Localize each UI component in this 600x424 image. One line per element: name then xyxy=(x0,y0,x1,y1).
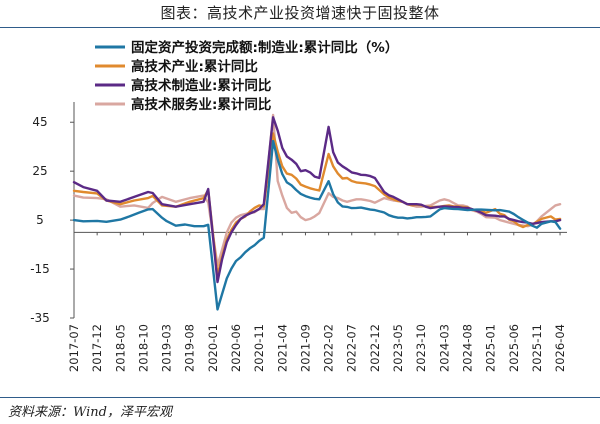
footer-divider xyxy=(0,397,600,398)
legend-label-1: 固定资产投资完成额:制造业:累计同比（%） xyxy=(131,39,398,56)
x-tick-label: 2022-02 xyxy=(322,324,336,372)
x-tick-label: 2020-06 xyxy=(229,324,243,372)
y-tick-label: -15 xyxy=(30,262,50,276)
x-tick-label: 2025-06 xyxy=(507,324,521,372)
x-tick-label: 2023-10 xyxy=(414,324,428,372)
chart-series-group xyxy=(72,113,562,311)
y-tick-label: 45 xyxy=(32,115,47,129)
x-tick-label: 2020-01 xyxy=(206,324,220,372)
series-line-2 xyxy=(72,132,562,277)
x-tick-label: 2023-05 xyxy=(391,324,405,372)
x-tick-label: 2019-03 xyxy=(160,324,174,372)
series-line-4 xyxy=(72,113,562,267)
y-tick-label: -35 xyxy=(30,311,50,325)
legend-label-3: 高技术制造业:累计同比 xyxy=(131,77,271,94)
line-chart: 45 25 5 -15 -35 2017-07 2017-12 2018-05 2018-10 2… xyxy=(30,39,567,372)
x-tick-label: 2019-08 xyxy=(183,324,197,372)
x-tick-label: 2025-11 xyxy=(530,324,544,372)
page-title: 图表：高技术产业投资增速快于固投整体 xyxy=(160,4,440,22)
x-tick-label: 2020-11 xyxy=(252,324,266,372)
x-tick-label: 2021-04 xyxy=(275,324,289,372)
x-tick-label: 2022-12 xyxy=(368,324,382,372)
x-tick-label: 2024-03 xyxy=(437,324,451,372)
legend-label-2: 高技术产业:累计同比 xyxy=(131,58,258,75)
y-tick-label: 5 xyxy=(36,213,44,227)
title-divider xyxy=(0,27,600,28)
chart-axes: 45 25 5 -15 -35 2017-07 2017-12 2018-05 2018-10 2… xyxy=(30,102,567,372)
x-tick-label: 2022-07 xyxy=(345,324,359,372)
legend-label-4: 高技术服务业:累计同比 xyxy=(131,96,271,113)
x-tick-label: 2017-12 xyxy=(90,324,104,372)
x-tick-label: 2024-08 xyxy=(460,324,474,372)
x-tick-label: 2018-10 xyxy=(136,324,150,372)
x-tick-label: 2018-05 xyxy=(113,324,127,372)
source-note: 资料来源：Wind，泽平宏观 xyxy=(8,405,172,420)
x-tick-label: 2026-04 xyxy=(553,324,567,372)
x-tick-label: 2021-09 xyxy=(298,324,312,372)
y-tick-label: 25 xyxy=(32,164,47,178)
series-line-3 xyxy=(72,116,562,284)
series-line-1 xyxy=(72,139,562,311)
x-tick-label: 2025-01 xyxy=(484,324,498,372)
x-tick-label: 2017-07 xyxy=(67,324,81,372)
chart-legend: 固定资产投资完成额:制造业:累计同比（%） 高技术产业:累计同比高技术制造业:累计… xyxy=(95,39,398,113)
